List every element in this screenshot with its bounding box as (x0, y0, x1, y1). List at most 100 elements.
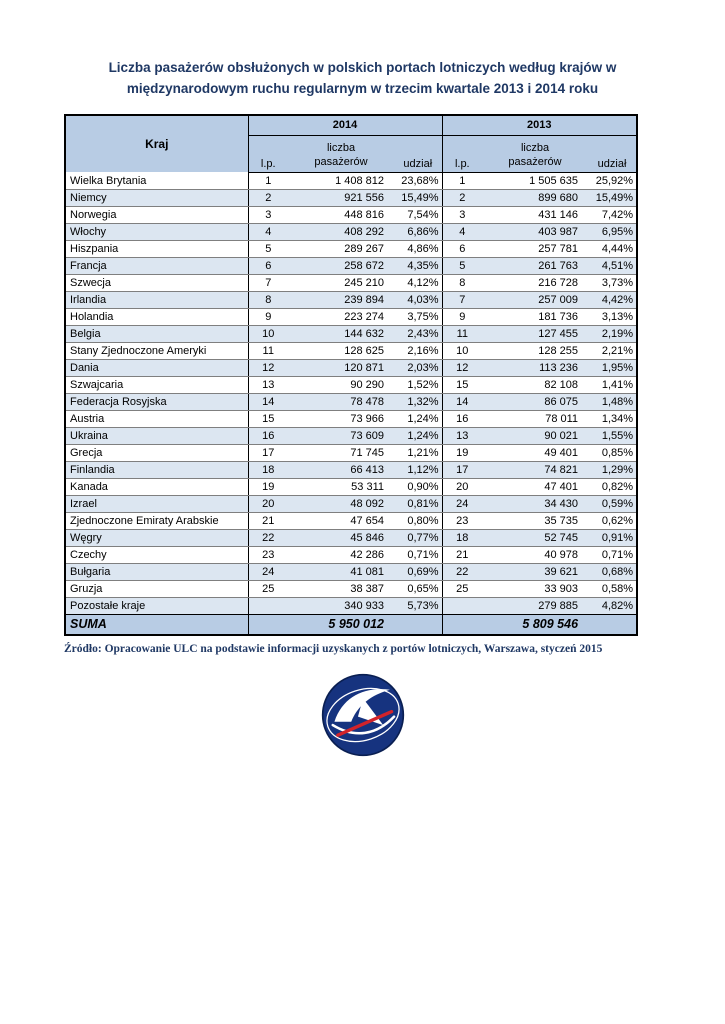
suma-label: SUMA (65, 614, 248, 636)
pozostale-passengers-2014: 340 933 (288, 597, 394, 615)
share-2013-cell: 1,95% (588, 359, 638, 377)
passengers-2014-cell: 78 478 (288, 393, 394, 411)
lp-2013-cell: 6 (441, 240, 483, 258)
lp-2013-cell: 16 (441, 410, 483, 428)
passengers-2014-cell: 223 274 (288, 308, 394, 326)
lp-2013-cell: 8 (441, 274, 483, 292)
passengers-2013-cell: 86 075 (482, 393, 589, 411)
table-row: Kanada 19 53 311 0,90% 20 47 401 0,82% (65, 478, 638, 496)
passengers-2014-cell: 258 672 (288, 257, 394, 275)
country-cell: Gruzja (65, 580, 248, 598)
lp-2014-cell: 3 (247, 206, 288, 224)
share-2014-cell: 0,69% (394, 563, 443, 581)
table-row: Federacja Rosyjska 14 78 478 1,32% 14 86 075 1… (65, 393, 638, 411)
lp-2014-cell: 23 (247, 546, 288, 564)
table-row: Niemcy 2 921 556 15,49% 2 899 680 15,49% (65, 189, 638, 207)
country-cell: Izrael (65, 495, 248, 513)
passengers-2013-cell: 39 621 (482, 563, 589, 581)
lp-2013-cell: 20 (441, 478, 483, 496)
share-2013-cell: 7,42% (588, 206, 638, 224)
pozostale-lp-2014-empty (247, 597, 288, 615)
lp-2013-cell: 10 (441, 342, 483, 360)
country-cell: Grecja (65, 444, 248, 462)
share-2013-cell: 1,34% (588, 410, 638, 428)
suma-share-2013-empty (588, 614, 638, 636)
passengers-2014-cell: 41 081 (288, 563, 394, 581)
passengers-2013-cell: 403 987 (482, 223, 589, 241)
share-2014-cell: 1,21% (394, 444, 443, 462)
passengers-2013-cell: 899 680 (482, 189, 589, 207)
lp-2014-cell: 11 (247, 342, 288, 360)
passengers-2013-cell: 257 781 (482, 240, 589, 258)
share-2013-cell: 2,19% (588, 325, 638, 343)
table-row: Węgry 22 45 846 0,77% 18 52 745 0,91% (65, 529, 638, 547)
page-title: Liczba pasażerów obsłużonych w polskich … (108, 60, 617, 96)
passengers-2014-cell: 1 408 812 (288, 172, 394, 190)
table-row: Hiszpania 5 289 267 4,86% 6 257 781 4,44% (65, 240, 638, 258)
table-row: Szwajcaria 13 90 290 1,52% 15 82 108 1,41% (65, 376, 638, 394)
country-cell: Zjednoczone Emiraty Arabskie (65, 512, 248, 530)
lp-2014-cell: 16 (247, 427, 288, 445)
table-row: Norwegia 3 448 816 7,54% 3 431 146 7,42% (65, 206, 638, 224)
source-note: Źródło: Opracowanie ULC na podstawie inf… (64, 642, 603, 655)
table-row: Irlandia 8 239 894 4,03% 7 257 009 4,42% (65, 291, 638, 309)
lp-2013-cell: 13 (441, 427, 483, 445)
lp-2014-cell: 9 (247, 308, 288, 326)
share-2014-cell: 3,75% (394, 308, 443, 326)
share-2013-cell: 0,68% (588, 563, 638, 581)
passengers-2014-cell: 42 286 (288, 546, 394, 564)
table-row: Wielka Brytania 1 1 408 812 23,68% 1 1 505 63… (65, 172, 638, 190)
passengers-2014-cell: 48 092 (288, 495, 394, 513)
lp-2013-cell: 5 (441, 257, 483, 275)
table-footer: Pozostałe kraje 340 933 5,73% 279 885 4,… (65, 597, 638, 636)
passengers-2013-cell: 35 735 (482, 512, 589, 530)
passengers-2013-cell: 47 401 (482, 478, 589, 496)
passengers-2014-cell: 66 413 (288, 461, 394, 479)
country-cell: Irlandia (65, 291, 248, 309)
table-row: Gruzja 25 38 387 0,65% 25 33 903 0,58% (65, 580, 638, 598)
share-2014-cell: 4,35% (394, 257, 443, 275)
country-cell: Szwecja (65, 274, 248, 292)
share-2013-cell: 1,55% (588, 427, 638, 445)
country-cell: Holandia (65, 308, 248, 326)
lp-2014-cell: 14 (247, 393, 288, 411)
document-page: Liczba pasażerów obsłużonych w polskich … (64, 60, 639, 757)
table-row: Zjednoczone Emiraty Arabskie 21 47 654 0,80… (65, 512, 638, 530)
passengers-2013-cell: 74 821 (482, 461, 589, 479)
column-group-2014: 2014 (247, 114, 443, 136)
share-2014-cell: 0,65% (394, 580, 443, 598)
lp-2013-cell: 11 (441, 325, 483, 343)
share-2013-cell: 3,73% (588, 274, 638, 292)
table-row: Stany Zjednoczone Ameryki 11 128 625 2,16% 1… (65, 342, 638, 360)
lp-2014-cell: 4 (247, 223, 288, 241)
lp-2013-cell: 12 (441, 359, 483, 377)
passengers-2014-cell: 73 966 (288, 410, 394, 428)
share-2013-cell: 2,21% (588, 342, 638, 360)
pozostale-label: Pozostałe kraje (65, 597, 248, 615)
lp-2013-cell: 25 (441, 580, 483, 598)
passengers-2013-cell: 261 763 (482, 257, 589, 275)
column-header-lp-2014: l.p. (247, 135, 288, 173)
lp-2013-cell: 9 (441, 308, 483, 326)
passengers-2013-cell: 1 505 635 (482, 172, 589, 190)
share-2013-cell: 1,41% (588, 376, 638, 394)
table-row: Holandia 9 223 274 3,75% 9 181 736 3,13% (65, 308, 638, 326)
share-2014-cell: 2,16% (394, 342, 443, 360)
passengers-2014-cell: 53 311 (288, 478, 394, 496)
share-2014-cell: 23,68% (394, 172, 443, 190)
country-cell: Ukraina (65, 427, 248, 445)
share-2013-cell: 0,85% (588, 444, 638, 462)
lp-2014-cell: 12 (247, 359, 288, 377)
passengers-2014-cell: 73 609 (288, 427, 394, 445)
lp-2013-cell: 7 (441, 291, 483, 309)
passengers-2014-cell: 120 871 (288, 359, 394, 377)
pozostale-share-2014: 5,73% (394, 597, 443, 615)
year-header-row: Kraj 2014 2013 (65, 114, 638, 173)
share-2013-cell: 6,95% (588, 223, 638, 241)
lp-2014-cell: 20 (247, 495, 288, 513)
table-row-pozostale-kraje: Pozostałe kraje 340 933 5,73% 279 885 4,… (65, 597, 638, 615)
suma-passengers-2014: 5 950 012 (288, 614, 394, 636)
country-cell: Stany Zjednoczone Ameryki (65, 342, 248, 360)
country-cell: Wielka Brytania (65, 172, 248, 190)
lp-2013-cell: 18 (441, 529, 483, 547)
